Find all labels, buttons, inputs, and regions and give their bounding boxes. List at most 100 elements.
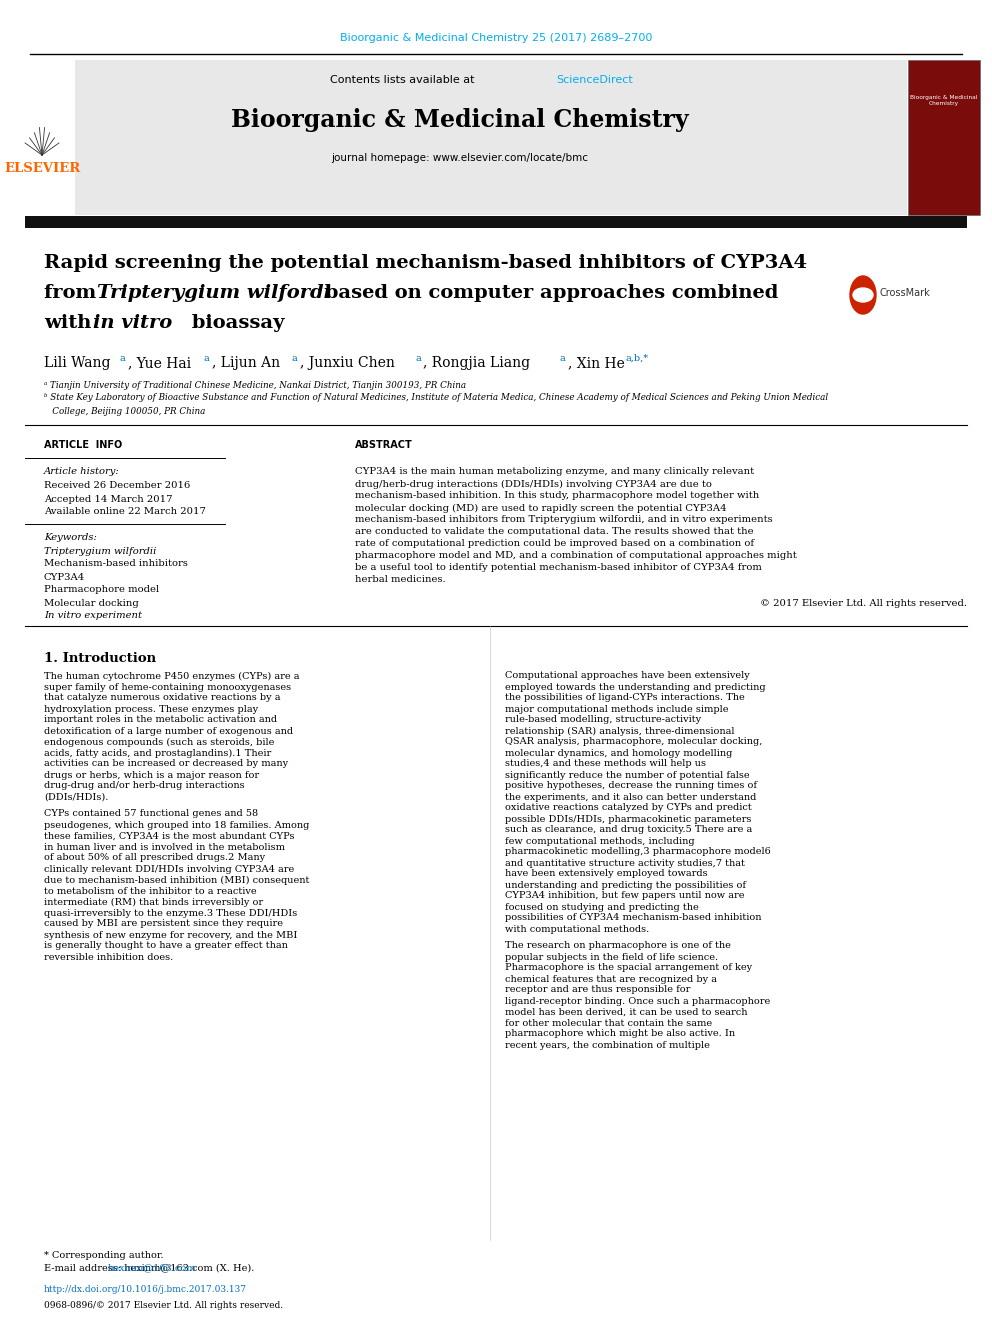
- Text: ABSTRACT: ABSTRACT: [355, 441, 413, 450]
- Text: pharmacokinetic modelling,3 pharmacophore model6: pharmacokinetic modelling,3 pharmacophor…: [505, 848, 771, 856]
- Text: for other molecular that contain the same: for other molecular that contain the sam…: [505, 1019, 712, 1028]
- Text: from: from: [44, 284, 103, 302]
- Text: * Corresponding author.: * Corresponding author.: [44, 1250, 164, 1259]
- Text: with computational methods.: with computational methods.: [505, 925, 649, 934]
- Text: with: with: [44, 314, 98, 332]
- Text: Molecular docking: Molecular docking: [44, 598, 139, 607]
- Text: © 2017 Elsevier Ltd. All rights reserved.: © 2017 Elsevier Ltd. All rights reserved…: [760, 599, 967, 609]
- Text: acids, fatty acids, and prostaglandins).1 Their: acids, fatty acids, and prostaglandins).…: [44, 749, 271, 758]
- Text: http://dx.doi.org/10.1016/j.bmc.2017.03.137: http://dx.doi.org/10.1016/j.bmc.2017.03.…: [44, 1286, 247, 1294]
- Text: bioassay: bioassay: [185, 314, 285, 332]
- Text: drug/herb-drug interactions (DDIs/HDIs) involving CYP3A4 are due to: drug/herb-drug interactions (DDIs/HDIs) …: [355, 479, 712, 488]
- Text: oxidative reactions catalyzed by CYPs and predict: oxidative reactions catalyzed by CYPs an…: [505, 803, 752, 812]
- Text: reversible inhibition does.: reversible inhibition does.: [44, 953, 174, 962]
- Text: 1. Introduction: 1. Introduction: [44, 651, 156, 664]
- Text: synthesis of new enzyme for recovery, and the MBI: synthesis of new enzyme for recovery, an…: [44, 930, 298, 939]
- Text: , Rongjia Liang: , Rongjia Liang: [423, 356, 530, 370]
- Text: focused on studying and predicting the: focused on studying and predicting the: [505, 902, 698, 912]
- Text: studies,4 and these methods will help us: studies,4 and these methods will help us: [505, 759, 706, 769]
- Text: possibilities of CYP3A4 mechanism-based inhibition: possibilities of CYP3A4 mechanism-based …: [505, 913, 762, 922]
- Text: drugs or herbs, which is a major reason for: drugs or herbs, which is a major reason …: [44, 770, 259, 779]
- Text: 0968-0896/© 2017 Elsevier Ltd. All rights reserved.: 0968-0896/© 2017 Elsevier Ltd. All right…: [44, 1301, 283, 1310]
- Text: in vitro: in vitro: [93, 314, 173, 332]
- Text: a: a: [120, 355, 126, 363]
- Text: Pharmacophore is the spacial arrangement of key: Pharmacophore is the spacial arrangement…: [505, 963, 752, 972]
- Text: Available online 22 March 2017: Available online 22 March 2017: [44, 508, 206, 516]
- Text: In vitro experiment: In vitro experiment: [44, 611, 142, 620]
- Text: herbal medicines.: herbal medicines.: [355, 576, 445, 585]
- Text: CYP3A4: CYP3A4: [44, 573, 85, 582]
- Text: The human cytochrome P450 enzymes (CYPs) are a: The human cytochrome P450 enzymes (CYPs)…: [44, 672, 300, 680]
- Text: a: a: [292, 355, 298, 363]
- Text: pharmacophore model and MD, and a combination of computational approaches might: pharmacophore model and MD, and a combin…: [355, 552, 797, 561]
- Text: of about 50% of all prescribed drugs.2 Many: of about 50% of all prescribed drugs.2 M…: [44, 853, 265, 863]
- Ellipse shape: [850, 277, 876, 314]
- Text: E-mail address: hexinm@163.com (X. He).: E-mail address: hexinm@163.com (X. He).: [44, 1263, 254, 1273]
- Text: Contents lists available at: Contents lists available at: [330, 75, 478, 85]
- Text: is generally thought to have a greater effect than: is generally thought to have a greater e…: [44, 942, 288, 950]
- Text: positive hypotheses, decrease the running times of: positive hypotheses, decrease the runnin…: [505, 782, 757, 791]
- Text: major computational methods include simple: major computational methods include simp…: [505, 705, 728, 713]
- Text: ligand-receptor binding. Once such a pharmacophore: ligand-receptor binding. Once such a pha…: [505, 996, 770, 1005]
- Text: Bioorganic & Medicinal Chemistry: Bioorganic & Medicinal Chemistry: [231, 108, 688, 132]
- Text: Rapid screening the potential mechanism-based inhibitors of CYP3A4: Rapid screening the potential mechanism-…: [44, 254, 807, 273]
- Text: Computational approaches have been extensively: Computational approaches have been exten…: [505, 672, 750, 680]
- Text: , Junxiu Chen: , Junxiu Chen: [300, 356, 395, 370]
- Text: drug-drug and/or herb-drug interactions: drug-drug and/or herb-drug interactions: [44, 782, 245, 791]
- Text: employed towards the understanding and predicting: employed towards the understanding and p…: [505, 683, 766, 692]
- Text: Tripterygium wilfordii: Tripterygium wilfordii: [44, 546, 157, 556]
- Text: Received 26 December 2016: Received 26 December 2016: [44, 482, 190, 491]
- Text: important roles in the metabolic activation and: important roles in the metabolic activat…: [44, 716, 277, 725]
- Text: Accepted 14 March 2017: Accepted 14 March 2017: [44, 495, 173, 504]
- Text: CYPs contained 57 functional genes and 58: CYPs contained 57 functional genes and 5…: [44, 810, 258, 819]
- Text: Pharmacophore model: Pharmacophore model: [44, 586, 159, 594]
- Text: to metabolism of the inhibitor to a reactive: to metabolism of the inhibitor to a reac…: [44, 886, 257, 896]
- Text: molecular docking (MD) are used to rapidly screen the potential CYP3A4: molecular docking (MD) are used to rapid…: [355, 504, 726, 512]
- Ellipse shape: [853, 288, 873, 302]
- Text: hexinm@163.com: hexinm@163.com: [108, 1263, 196, 1273]
- Text: pseudogenes, which grouped into 18 families. Among: pseudogenes, which grouped into 18 famil…: [44, 820, 310, 830]
- Text: pharmacophore which might be also active. In: pharmacophore which might be also active…: [505, 1029, 735, 1039]
- Text: the possibilities of ligand-CYPs interactions. The: the possibilities of ligand-CYPs interac…: [505, 693, 745, 703]
- Text: and quantitative structure activity studies,7 that: and quantitative structure activity stud…: [505, 859, 745, 868]
- Text: understanding and predicting the possibilities of: understanding and predicting the possibi…: [505, 881, 746, 889]
- Text: CYP3A4 inhibition, but few papers until now are: CYP3A4 inhibition, but few papers until …: [505, 892, 745, 901]
- Text: , Xin He: , Xin He: [568, 356, 625, 370]
- Text: that catalyze numerous oxidative reactions by a: that catalyze numerous oxidative reactio…: [44, 693, 281, 703]
- Text: super family of heme-containing monooxygenases: super family of heme-containing monooxyg…: [44, 683, 291, 692]
- Text: (DDIs/HDIs).: (DDIs/HDIs).: [44, 792, 108, 802]
- Text: CrossMark: CrossMark: [880, 288, 930, 298]
- Text: Keywords:: Keywords:: [44, 532, 97, 541]
- Text: , Lijun An: , Lijun An: [212, 356, 280, 370]
- Text: due to mechanism-based inhibition (MBI) consequent: due to mechanism-based inhibition (MBI) …: [44, 876, 310, 885]
- Text: Article history:: Article history:: [44, 467, 120, 476]
- Text: popular subjects in the field of life science.: popular subjects in the field of life sc…: [505, 953, 718, 962]
- Text: Bioorganic & Medicinal
Chemistry: Bioorganic & Medicinal Chemistry: [911, 95, 978, 106]
- Text: the experiments, and it also can better understand: the experiments, and it also can better …: [505, 792, 756, 802]
- Text: ᵃ Tianjin University of Traditional Chinese Medicine, Nankai District, Tianjin 3: ᵃ Tianjin University of Traditional Chin…: [44, 381, 466, 389]
- Text: journal homepage: www.elsevier.com/locate/bmc: journal homepage: www.elsevier.com/locat…: [331, 153, 588, 163]
- Text: detoxification of a large number of exogenous and: detoxification of a large number of exog…: [44, 726, 293, 736]
- Text: CYP3A4 is the main human metabolizing enzyme, and many clinically relevant: CYP3A4 is the main human metabolizing en…: [355, 467, 754, 476]
- Text: ARTICLE  INFO: ARTICLE INFO: [44, 441, 122, 450]
- Text: intermediate (RM) that binds irreversibly or: intermediate (RM) that binds irreversibl…: [44, 897, 263, 906]
- Text: Bioorganic & Medicinal Chemistry 25 (2017) 2689–2700: Bioorganic & Medicinal Chemistry 25 (201…: [340, 33, 652, 44]
- Text: a: a: [204, 355, 209, 363]
- Text: a: a: [415, 355, 421, 363]
- Text: caused by MBI are persistent since they require: caused by MBI are persistent since they …: [44, 919, 283, 929]
- Text: ᵇ State Key Laboratory of Bioactive Substance and Function of Natural Medicines,: ᵇ State Key Laboratory of Bioactive Subs…: [44, 393, 828, 402]
- Text: a: a: [560, 355, 565, 363]
- Text: few computational methods, including: few computational methods, including: [505, 836, 694, 845]
- Text: molecular dynamics, and homology modelling: molecular dynamics, and homology modelli…: [505, 749, 732, 758]
- Text: are conducted to validate the computational data. The results showed that the: are conducted to validate the computatio…: [355, 528, 754, 537]
- Text: such as clearance, and drug toxicity.5 There are a: such as clearance, and drug toxicity.5 T…: [505, 826, 752, 835]
- Text: possible DDIs/HDIs, pharmacokinetic parameters: possible DDIs/HDIs, pharmacokinetic para…: [505, 815, 751, 823]
- Text: ScienceDirect: ScienceDirect: [556, 75, 633, 85]
- Text: be a useful tool to identify potential mechanism-based inhibitor of CYP3A4 from: be a useful tool to identify potential m…: [355, 564, 762, 573]
- Text: rule-based modelling, structure-activity: rule-based modelling, structure-activity: [505, 716, 701, 725]
- FancyBboxPatch shape: [25, 216, 967, 228]
- Text: based on computer approaches combined: based on computer approaches combined: [318, 284, 779, 302]
- Text: model has been derived, it can be used to search: model has been derived, it can be used t…: [505, 1008, 748, 1016]
- Text: significantly reduce the number of potential false: significantly reduce the number of poten…: [505, 770, 750, 779]
- Text: Tripterygium wilfordi: Tripterygium wilfordi: [97, 284, 331, 302]
